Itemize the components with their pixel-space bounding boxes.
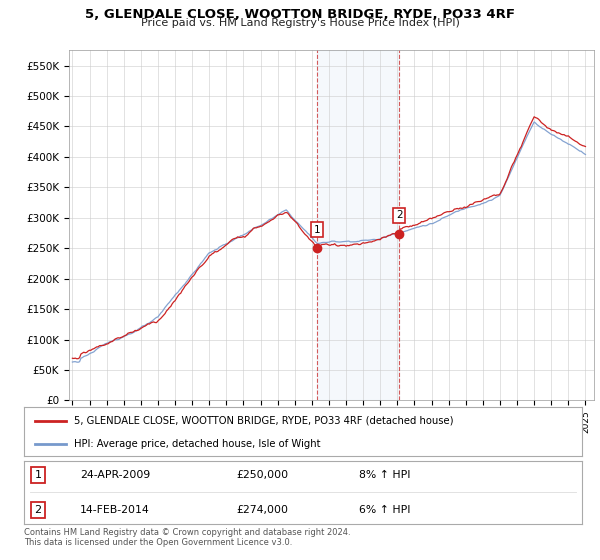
Text: 2: 2	[396, 210, 403, 220]
Text: 24-APR-2009: 24-APR-2009	[80, 470, 150, 480]
Text: Contains HM Land Registry data © Crown copyright and database right 2024.
This d: Contains HM Land Registry data © Crown c…	[24, 528, 350, 547]
Text: 2: 2	[34, 505, 41, 515]
Text: 14-FEB-2014: 14-FEB-2014	[80, 505, 149, 515]
Text: 5, GLENDALE CLOSE, WOOTTON BRIDGE, RYDE, PO33 4RF (detached house): 5, GLENDALE CLOSE, WOOTTON BRIDGE, RYDE,…	[74, 416, 454, 426]
Text: 8% ↑ HPI: 8% ↑ HPI	[359, 470, 410, 480]
Text: £274,000: £274,000	[236, 505, 288, 515]
Text: 1: 1	[314, 225, 320, 235]
Text: HPI: Average price, detached house, Isle of Wight: HPI: Average price, detached house, Isle…	[74, 438, 321, 449]
Bar	[317, 50, 400, 400]
Text: 6% ↑ HPI: 6% ↑ HPI	[359, 505, 410, 515]
Text: Price paid vs. HM Land Registry's House Price Index (HPI): Price paid vs. HM Land Registry's House …	[140, 18, 460, 29]
Text: £250,000: £250,000	[236, 470, 288, 480]
Text: 5, GLENDALE CLOSE, WOOTTON BRIDGE, RYDE, PO33 4RF: 5, GLENDALE CLOSE, WOOTTON BRIDGE, RYDE,…	[85, 8, 515, 21]
Text: 1: 1	[34, 470, 41, 480]
